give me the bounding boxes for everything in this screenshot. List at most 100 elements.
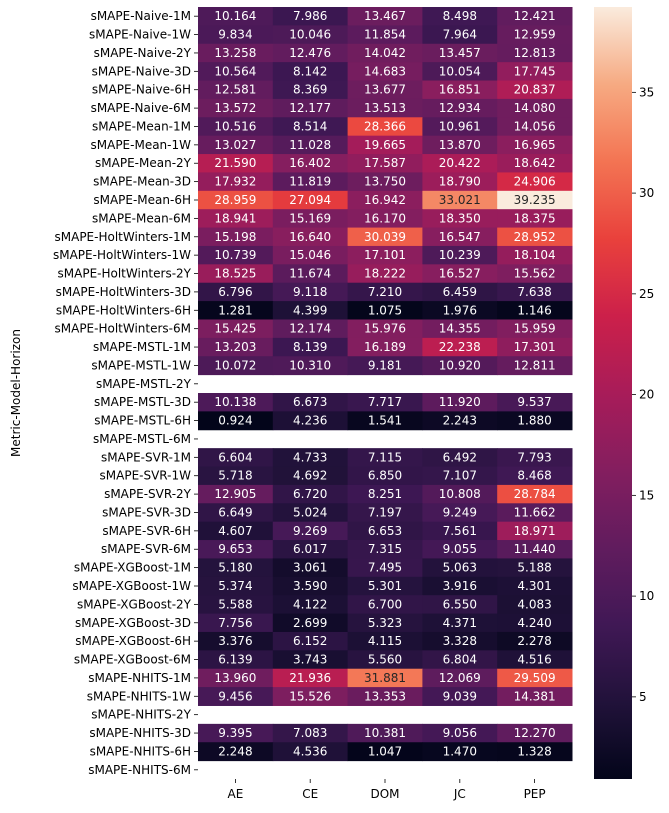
cell-value-label: 8.142 xyxy=(293,64,327,78)
heatmap-cell xyxy=(497,7,573,26)
cell-value-label: 30.039 xyxy=(364,230,406,244)
heatmap-cell xyxy=(347,503,423,523)
heatmap-cell xyxy=(198,466,274,486)
cell-value-label: 8.139 xyxy=(293,340,327,354)
cell-value-label: 22.238 xyxy=(439,340,481,354)
heatmap-cell xyxy=(198,393,274,412)
cell-value-label: 39.235 xyxy=(514,193,556,207)
cell-value-label: 16.402 xyxy=(289,156,331,170)
heatmap-cell xyxy=(347,172,423,192)
cell-value-labels: 10.164 7.986 13.467 8.498 12.421 9.834 10.046 1… xyxy=(214,9,555,758)
heatmap-cell xyxy=(198,687,274,706)
cell-value-label: 4.692 xyxy=(293,469,327,483)
row-tick-label: sMAPE-Mean-6M xyxy=(92,211,191,225)
heatmap-cell xyxy=(272,227,349,247)
cell-value-label: 17.587 xyxy=(364,156,406,170)
heatmap-cell xyxy=(347,742,423,762)
cell-value-label: 28.952 xyxy=(514,230,556,244)
heatmap-cell xyxy=(497,356,573,376)
cell-value-label: 6.649 xyxy=(218,505,252,519)
heatmap-cell xyxy=(422,227,498,247)
heatmap-cell xyxy=(422,117,498,137)
cell-value-label: 7.638 xyxy=(517,285,551,299)
cell-value-label: 10.046 xyxy=(289,28,331,42)
row-tick-label: sMAPE-Naive-3D xyxy=(92,64,191,78)
heatmap-cell xyxy=(422,540,498,559)
cell-value-label: 5.301 xyxy=(368,579,402,593)
heatmap-cell xyxy=(272,484,349,504)
cell-value-label: 2.278 xyxy=(517,634,551,648)
heatmap-cell xyxy=(198,190,274,210)
cell-value-label: 15.562 xyxy=(514,267,556,281)
heatmap-cell xyxy=(198,540,274,559)
cell-value-label: 1.281 xyxy=(218,303,252,317)
heatmap-cell xyxy=(347,337,423,357)
heatmap-cell xyxy=(272,264,349,284)
heatmap-cell xyxy=(198,650,274,670)
cell-value-label: 10.164 xyxy=(214,9,256,23)
row-tick-label: sMAPE-Mean-1M xyxy=(92,119,191,133)
heatmap-cell xyxy=(497,135,573,155)
row-tick-label: sMAPE-XGBoost-6H xyxy=(75,634,191,648)
y-axis-label: Metric-Model-Horizon xyxy=(9,329,23,457)
cell-value-label: 10.739 xyxy=(214,248,256,262)
cell-value-label: 1.047 xyxy=(368,744,402,758)
heatmap-cell xyxy=(198,521,274,541)
heatmap-cell xyxy=(422,337,498,357)
row-tick-label: sMAPE-MSTL-6H xyxy=(94,414,191,428)
heatmap-cell xyxy=(272,172,349,192)
cell-value-label: 6.673 xyxy=(293,395,327,409)
cell-value-label: 18.104 xyxy=(514,248,556,262)
heatmap-cell xyxy=(198,503,274,523)
cell-value-label: 7.756 xyxy=(218,616,252,630)
row-tick-label: sMAPE-Naive-6H xyxy=(92,83,191,97)
row-tick-label: sMAPE-HoltWinters-1M xyxy=(55,230,192,244)
heatmap-cell xyxy=(497,227,573,247)
cell-value-label: 21.936 xyxy=(289,671,331,685)
heatmap-cell xyxy=(497,521,573,541)
heatmap-cell xyxy=(497,576,573,596)
cell-value-label: 6.604 xyxy=(218,450,252,464)
cell-value-label: 10.239 xyxy=(439,248,481,262)
cell-value-label: 4.240 xyxy=(517,616,551,630)
heatmap-cell xyxy=(347,521,423,541)
row-tick-labels: sMAPE-Naive-1M sMAPE-Naive-1W sMAPE-Naive-… xyxy=(53,9,198,777)
cell-value-label: 5.718 xyxy=(218,469,252,483)
heatmap-cell xyxy=(198,264,274,284)
heatmap-cells xyxy=(198,7,573,762)
cell-value-label: 21.590 xyxy=(214,156,256,170)
cell-value-label: 5.588 xyxy=(218,597,252,611)
cell-value-label: 4.607 xyxy=(218,524,252,538)
heatmap-cell xyxy=(198,80,274,100)
cell-value-label: 11.854 xyxy=(364,28,406,42)
heatmap-cell xyxy=(497,154,573,173)
cell-value-label: 15.526 xyxy=(289,689,331,703)
row-tick-label: sMAPE-HoltWinters-2Y xyxy=(58,267,192,281)
cell-value-label: 10.961 xyxy=(439,119,481,133)
heatmap-cell xyxy=(497,282,573,302)
cell-value-label: 15.169 xyxy=(289,211,331,225)
cell-value-label: 3.376 xyxy=(218,634,252,648)
heatmap-cell xyxy=(422,411,498,431)
heatmap-cell xyxy=(422,742,498,762)
cell-value-label: 17.745 xyxy=(514,64,556,78)
heatmap-cell xyxy=(272,687,349,706)
heatmap-cell xyxy=(198,484,274,504)
heatmap-cell xyxy=(272,62,349,82)
row-tick-label: sMAPE-NHITS-6H xyxy=(90,744,191,758)
cell-value-label: 13.870 xyxy=(439,138,481,152)
cell-value-label: 10.138 xyxy=(214,395,256,409)
heatmap-cell xyxy=(198,135,274,155)
heatmap-cell xyxy=(347,393,423,412)
cell-value-label: 9.395 xyxy=(218,726,252,740)
heatmap-cell xyxy=(497,613,573,633)
row-tick-label: sMAPE-NHITS-3D xyxy=(89,726,191,740)
cell-value-label: 1.146 xyxy=(517,303,551,317)
heatmap-cell xyxy=(272,356,349,376)
cell-value-label: 14.080 xyxy=(514,101,556,115)
heatmap-cell xyxy=(347,650,423,670)
cell-value-label: 5.323 xyxy=(368,616,402,630)
heatmap-cell xyxy=(422,466,498,486)
heatmap-cell xyxy=(347,466,423,486)
cell-value-label: 12.905 xyxy=(214,487,256,501)
